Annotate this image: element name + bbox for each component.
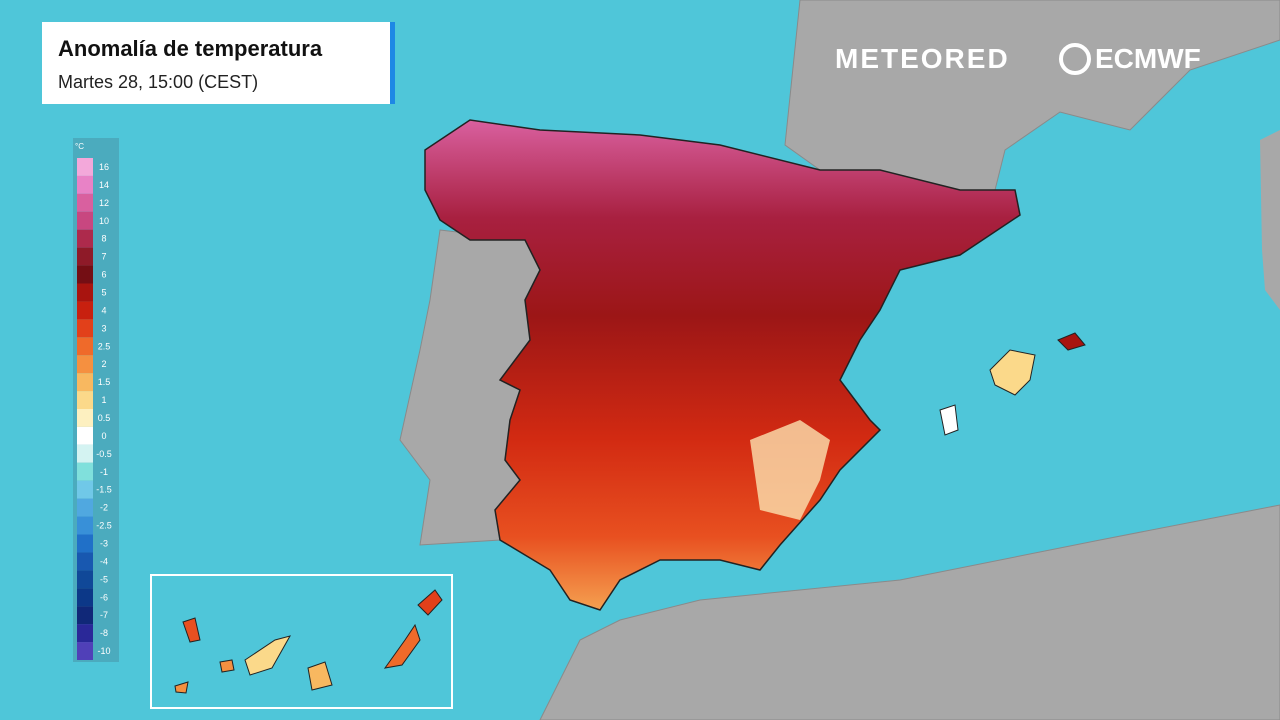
legend-label: 4 <box>101 305 106 315</box>
legend-label: -7 <box>100 610 108 620</box>
canary-islands <box>174 589 443 694</box>
legend-swatch <box>77 337 93 356</box>
legend-swatch <box>77 462 93 481</box>
legend-label: 1.5 <box>98 377 111 387</box>
legend-swatch <box>77 498 93 517</box>
legend-unit: °C <box>75 142 84 151</box>
legend-label: 5 <box>101 287 106 297</box>
legend-label: 0.5 <box>98 413 111 423</box>
legend-swatch <box>77 229 93 248</box>
island <box>219 659 235 673</box>
brand-logo: METEORED <box>835 43 1010 74</box>
title-box <box>42 22 393 104</box>
legend-swatch <box>77 355 93 374</box>
legend-swatch <box>77 552 93 571</box>
legend-label: 16 <box>99 162 109 172</box>
partner-icon <box>1059 43 1091 75</box>
legend-label: 3 <box>101 323 106 333</box>
legend-swatch <box>77 247 93 266</box>
partner-logo: ECMWF <box>1095 43 1201 74</box>
mallorca <box>989 349 1036 396</box>
legend-swatch <box>77 426 93 445</box>
title-accent <box>390 22 395 104</box>
legend-label: -1 <box>100 467 108 477</box>
legend-swatch <box>77 301 93 320</box>
legend-label: -4 <box>100 556 108 566</box>
title: Anomalía de temperatura <box>58 36 323 61</box>
legend-swatch <box>77 193 93 212</box>
legend: 16 14 12 10 8 7 6 5 4 3 2.5 2 1.5 1 0.5 0 -0.5 -1 -1.5 -2 -2… <box>77 158 112 660</box>
legend-swatch <box>77 283 93 302</box>
legend-label: -8 <box>100 628 108 638</box>
legend-swatch <box>77 319 93 338</box>
legend-swatch <box>77 211 93 230</box>
legend-label: 8 <box>101 234 106 244</box>
legend-label: 14 <box>99 180 109 190</box>
legend-label: 10 <box>99 216 109 226</box>
legend-label: -0.5 <box>96 449 112 459</box>
legend-swatch <box>77 409 93 427</box>
legend-label: -5 <box>100 574 108 584</box>
legend-swatch <box>77 158 93 176</box>
legend-swatch <box>77 570 93 589</box>
legend-swatch <box>77 588 93 607</box>
legend-label: -3 <box>100 538 108 548</box>
legend-label: 12 <box>99 198 109 208</box>
legend-swatch <box>77 642 93 660</box>
legend-swatch <box>77 534 93 553</box>
legend-swatch <box>77 516 93 535</box>
legend-label: -2.5 <box>96 521 112 531</box>
subtitle: Martes 28, 15:00 (CEST) <box>58 72 258 92</box>
legend-label: -1.5 <box>96 485 112 495</box>
legend-swatch <box>77 373 93 392</box>
island <box>182 617 201 643</box>
island <box>417 589 443 616</box>
menorca <box>1057 332 1086 351</box>
italy <box>1260 130 1280 310</box>
legend-label: 7 <box>101 252 106 262</box>
legend-swatch <box>77 606 93 625</box>
legend-label: 2.5 <box>98 341 111 351</box>
southeast-area <box>750 420 830 520</box>
legend-swatch <box>77 480 93 499</box>
legend-swatch <box>77 444 93 463</box>
legend-label: 2 <box>101 359 106 369</box>
island <box>383 623 421 669</box>
legend-label: 6 <box>101 270 106 280</box>
legend-swatch <box>77 624 93 643</box>
ibiza <box>939 404 959 436</box>
island <box>174 681 189 694</box>
legend-label: -6 <box>100 592 108 602</box>
legend-label: 0 <box>101 431 106 441</box>
canary-inset <box>150 574 453 709</box>
legend-swatch <box>77 391 93 409</box>
island <box>307 661 333 691</box>
legend-label: -10 <box>97 646 110 656</box>
island <box>244 635 292 676</box>
legend-swatch <box>77 265 93 284</box>
africa <box>539 504 1280 720</box>
legend-swatch <box>77 175 93 194</box>
legend-label: -2 <box>100 503 108 513</box>
spain <box>424 119 1021 611</box>
legend-label: 1 <box>101 395 106 405</box>
